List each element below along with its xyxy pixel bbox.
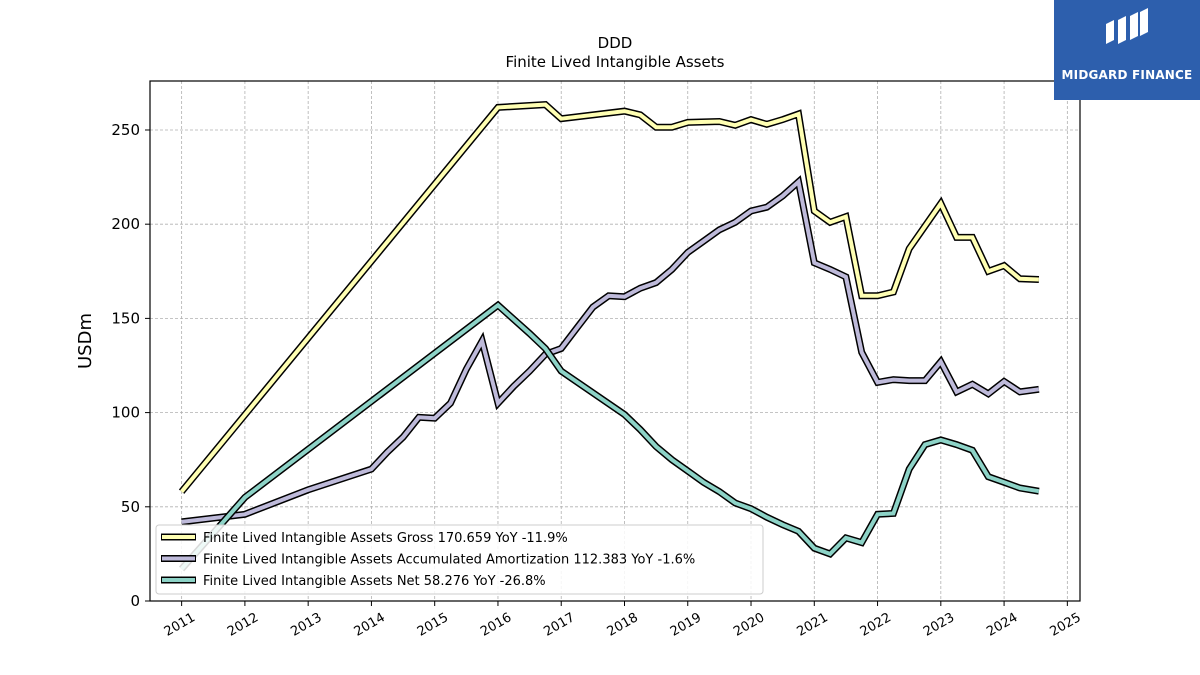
x-tick-label: 2020: [731, 610, 767, 640]
chart-title: DDD: [598, 34, 633, 52]
chart-subtitle: Finite Lived Intangible Assets: [506, 53, 725, 71]
logo-mark-icon: [1106, 8, 1148, 44]
plot-frame: [149, 80, 1081, 602]
x-tick-label: 2022: [858, 610, 894, 640]
x-tick-label: 2021: [794, 610, 830, 640]
x-tick-label: 2013: [288, 610, 324, 640]
x-axis: 2011 2012 2013 2014 2015 2016 2017 2018 2019 2020…: [162, 601, 1084, 640]
x-tick-label: 2023: [921, 610, 957, 640]
grid: [150, 81, 1080, 602]
y-tick-label: 100: [111, 404, 140, 422]
legend-box: [155, 524, 764, 595]
legend-label: Finite Lived Intangible Assets Gross 170…: [203, 531, 568, 546]
series-line-2: [180, 302, 1040, 571]
series-line-0: [180, 102, 1039, 493]
y-tick-label: 50: [121, 498, 140, 516]
series-line-1: [181, 177, 1040, 524]
y-axis: 0 50 100 150 200 250: [111, 121, 150, 610]
logo-text: MIDGARD FINANCE: [1061, 68, 1193, 82]
brand-logo: MIDGARD FINANCE: [1054, 0, 1200, 100]
legend-label: Finite Lived Intangible Assets Accumulat…: [203, 553, 695, 568]
y-tick-label: 200: [111, 215, 140, 233]
y-tick-label: 0: [130, 592, 140, 610]
y-tick-label: 150: [111, 309, 140, 327]
x-tick-label: 2025: [1048, 610, 1084, 640]
x-tick-label: 2018: [605, 610, 641, 640]
x-tick-label: 2012: [225, 610, 261, 640]
series-layer: [178, 101, 1040, 572]
x-tick-label: 2014: [352, 610, 388, 640]
x-tick-label: 2019: [668, 610, 704, 640]
x-tick-label: 2016: [478, 610, 514, 640]
x-tick-label: 2015: [415, 610, 451, 640]
legend-label: Finite Lived Intangible Assets Net 58.27…: [203, 574, 546, 589]
x-tick-label: 2011: [162, 610, 198, 640]
legend: Finite Lived Intangible Assets Gross 170…: [155, 524, 764, 595]
x-tick-label: 2017: [541, 610, 577, 640]
y-axis-label: USDm: [75, 313, 96, 369]
y-tick-label: 250: [111, 121, 140, 139]
x-tick-label: 2024: [984, 610, 1020, 640]
